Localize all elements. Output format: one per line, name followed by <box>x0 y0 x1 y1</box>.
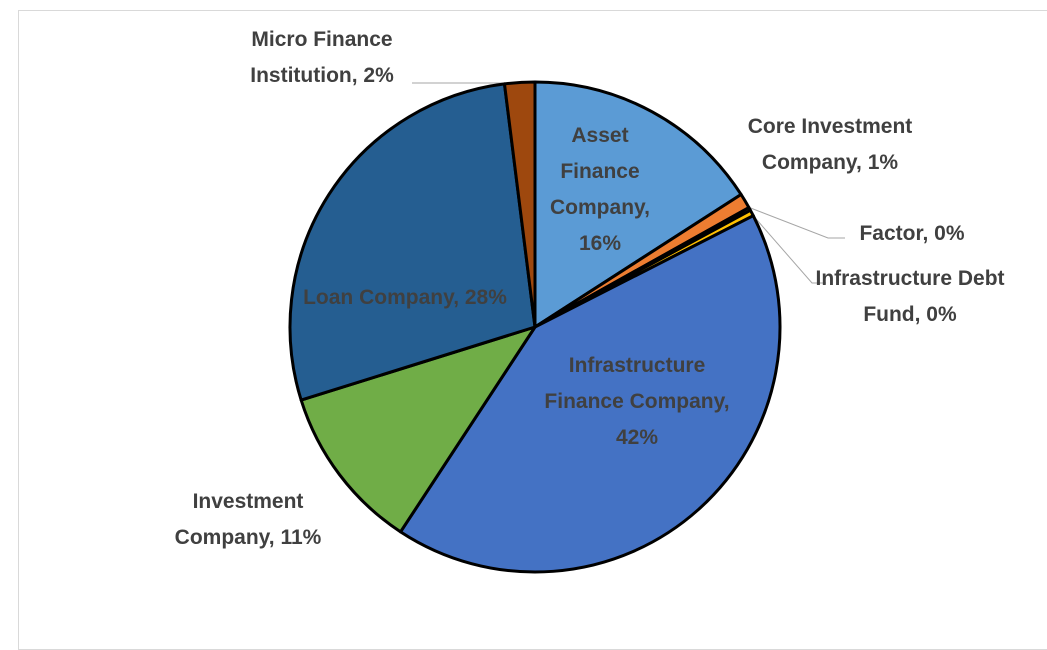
data-label: Infrastructure Debt Fund, 0% <box>815 267 1005 326</box>
data-label: Micro Finance Institution, 2% <box>250 28 394 87</box>
data-label: Investment Company, 11% <box>174 490 322 549</box>
data-label: Loan Company, 28% <box>303 286 507 309</box>
chart <box>288 80 845 574</box>
data-label: Core Investment Company, 1% <box>747 115 913 174</box>
leader-line <box>747 206 845 239</box>
pie-slice <box>399 214 782 574</box>
data-label: Factor, 0% <box>859 222 965 245</box>
pie-slice <box>502 80 537 329</box>
pie-slice <box>533 80 743 329</box>
pie-slice <box>288 82 537 402</box>
leader-line <box>749 211 826 284</box>
page: {"chart_data": {"type": "pie", "values":… <box>18 10 1047 650</box>
pie-slice <box>299 325 537 534</box>
data-label: Infrastructure Finance Company, 42% <box>544 354 730 449</box>
data-label: Asset Finance Company, 16% <box>550 124 650 255</box>
